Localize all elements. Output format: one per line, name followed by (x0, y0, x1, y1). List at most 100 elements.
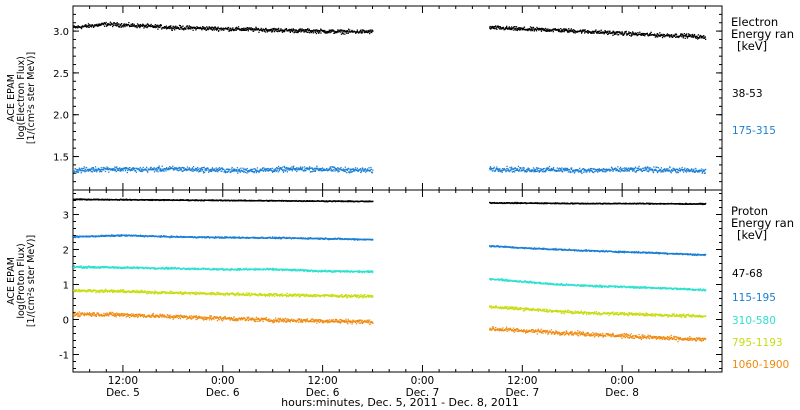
data-point (568, 29, 570, 31)
data-point (703, 35, 705, 37)
data-point (344, 170, 347, 173)
data-point (216, 168, 218, 171)
data-point (90, 26, 93, 28)
data-point (254, 28, 256, 30)
data-point (656, 36, 659, 38)
data-point (245, 168, 247, 170)
data-point (212, 26, 214, 29)
data-point (128, 167, 130, 169)
data-point (211, 167, 214, 169)
data-point (523, 28, 525, 31)
data-point (242, 29, 245, 31)
data-point (108, 23, 110, 25)
data-point (346, 32, 348, 34)
data-point (197, 166, 199, 169)
data-point (141, 168, 144, 170)
data-point (165, 26, 167, 28)
data-point (115, 169, 117, 171)
data-point (226, 28, 228, 30)
data-point (342, 29, 344, 31)
data-point (225, 171, 227, 173)
data-point (184, 28, 186, 30)
y-axis-title-line: [1/(cm²s ster MeV)] (26, 235, 37, 327)
data-point (247, 170, 249, 172)
data-point (590, 31, 593, 33)
data-point (540, 29, 542, 31)
data-point (289, 31, 291, 33)
data-point (702, 37, 704, 39)
data-point (613, 32, 615, 35)
data-point (123, 23, 125, 25)
data-point (357, 31, 359, 33)
data-point (615, 33, 617, 35)
data-point (130, 23, 132, 25)
data-point (271, 167, 273, 169)
data-point (73, 171, 75, 173)
data-point (641, 33, 643, 35)
data-point (299, 28, 301, 30)
data-point (88, 169, 91, 172)
data-point (293, 168, 296, 170)
data-point (89, 24, 91, 26)
data-point (122, 26, 124, 28)
data-point (617, 31, 619, 33)
data-point (195, 28, 198, 30)
data-point (276, 28, 278, 30)
data-point (297, 31, 299, 33)
data-point (332, 170, 334, 172)
data-point (560, 28, 562, 30)
data-point (520, 29, 522, 31)
data-point (275, 28, 277, 30)
data-point (170, 25, 172, 27)
data-point (180, 168, 183, 170)
data-point (282, 171, 285, 173)
data-point (590, 168, 593, 170)
data-point (359, 168, 361, 171)
data-point (284, 170, 287, 172)
data-point (267, 30, 269, 32)
data-point (511, 166, 513, 168)
data-point (559, 30, 561, 32)
data-point (636, 33, 638, 36)
data-point (498, 27, 500, 29)
data-point (197, 168, 200, 171)
data-point (641, 34, 643, 36)
data-point (243, 169, 245, 171)
data-point (232, 28, 234, 31)
data-point (332, 166, 334, 168)
data-point (680, 34, 683, 36)
data-point (567, 31, 569, 34)
data-point (183, 168, 185, 170)
data-point (144, 25, 146, 27)
data-point (332, 30, 335, 32)
data-point (518, 27, 520, 29)
data-point (521, 27, 523, 29)
data-point (155, 168, 157, 170)
data-point (357, 30, 359, 33)
data-point (84, 168, 86, 171)
data-point (319, 30, 321, 32)
data-point (316, 167, 318, 169)
data-point (349, 170, 351, 172)
data-point (533, 28, 535, 30)
data-point (640, 33, 642, 36)
data-point (507, 168, 510, 170)
data-point (512, 170, 515, 173)
data-point (624, 32, 626, 35)
data-point (186, 169, 188, 172)
data-point (513, 29, 515, 31)
data-point (242, 170, 244, 172)
data-point (324, 29, 326, 32)
data-point (279, 30, 282, 32)
data-point (656, 166, 658, 168)
data-point (286, 171, 288, 173)
data-point (130, 168, 133, 171)
data-point (107, 23, 109, 25)
data-point (271, 30, 274, 32)
data-point (99, 171, 101, 173)
data-point (657, 167, 659, 169)
data-point (542, 169, 544, 171)
data-point (289, 167, 291, 170)
data-point (141, 25, 143, 27)
data-point (236, 28, 238, 30)
